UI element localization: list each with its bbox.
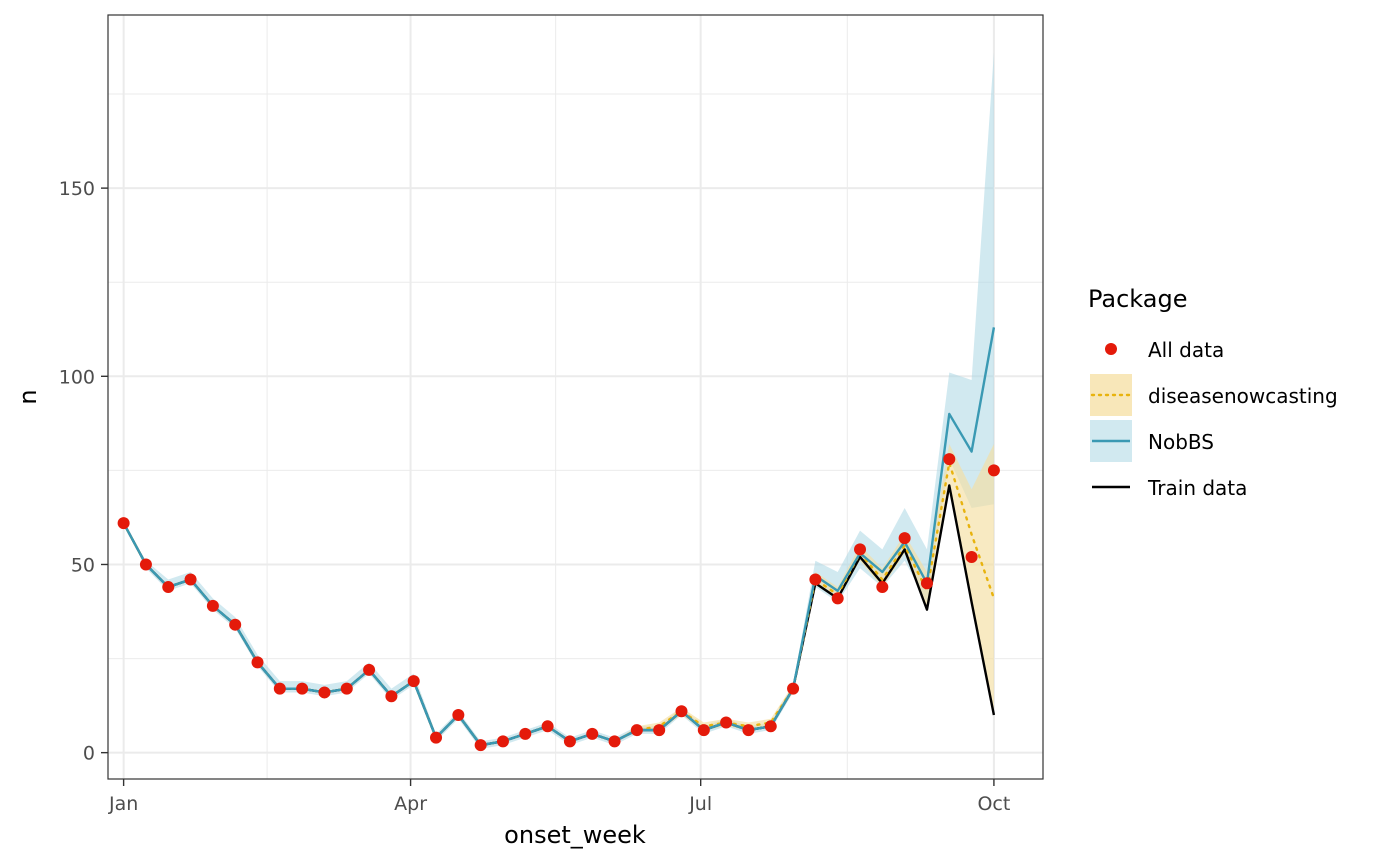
data-point [407,675,420,688]
data-point [608,735,621,748]
data-point [519,727,532,740]
legend-key-diseasenowcasting: diseasenowcasting [1090,374,1338,416]
data-point [474,739,487,752]
x-axis: Jan Apr Jul Oct [108,779,1010,815]
panel-background [108,15,1043,779]
data-point [340,682,353,695]
data-point [630,724,643,737]
y-axis-title: n [14,389,42,404]
data-point [139,558,152,571]
data-point [184,573,197,586]
legend-swatch-all-data [1105,343,1117,355]
legend-label-diseasenowcasting: diseasenowcasting [1148,384,1338,408]
y-tick-label: 50 [71,554,95,576]
data-point [787,682,800,695]
legend-label-train-data: Train data [1147,476,1247,500]
data-point [854,543,867,556]
x-tick-label: Oct [977,793,1010,815]
data-point [742,724,755,737]
data-point [430,731,443,744]
data-point [229,618,242,631]
data-point [296,682,309,695]
data-point [920,577,933,590]
data-point [697,724,710,737]
data-point [898,532,911,545]
data-point [876,581,889,594]
data-point [117,517,130,530]
data-point [452,709,465,722]
legend-label-all-data: All data [1148,338,1224,362]
data-point [831,592,844,605]
data-point [563,735,576,748]
data-point [943,453,956,466]
data-point [809,573,822,586]
data-point [385,690,398,703]
data-point [496,735,509,748]
data-point [764,720,777,733]
legend-key-train-data: Train data [1092,476,1247,500]
legend-label-nobbs: NobBS [1148,430,1214,454]
data-point [987,464,1000,477]
y-axis: 0 50 100 150 [59,178,108,765]
x-tick-label: Jul [688,793,712,815]
legend-title: Package [1088,285,1187,313]
legend-key-nobbs: NobBS [1090,420,1214,462]
line-nobbs [122,327,996,747]
y-tick-label: 0 [83,743,95,765]
data-point [675,705,688,718]
all-data-points [117,453,1000,752]
data-point [541,720,554,733]
data-point [965,550,978,563]
x-tick-label: Jan [108,793,138,815]
data-point [720,716,733,729]
legend-swatch-diseasenowcasting-band [1090,374,1132,416]
data-point [251,656,264,669]
legend: Package All data diseasenowcasting NobBS… [1088,285,1338,500]
x-axis-title: onset_week [504,821,646,849]
data-point [162,581,175,594]
data-point [273,682,286,695]
y-tick-label: 150 [59,178,95,200]
data-point [586,727,599,740]
data-point [318,686,331,699]
plot-panel-border [107,14,1044,780]
minor-gridlines [108,15,1043,779]
x-tick-label: Apr [394,793,427,815]
series-lines [122,327,996,747]
data-point [206,599,219,612]
plot-panel [108,15,1043,779]
data-point [363,663,376,676]
data-point [653,724,666,737]
y-tick-label: 100 [59,366,95,388]
legend-key-all-data: All data [1105,338,1224,362]
